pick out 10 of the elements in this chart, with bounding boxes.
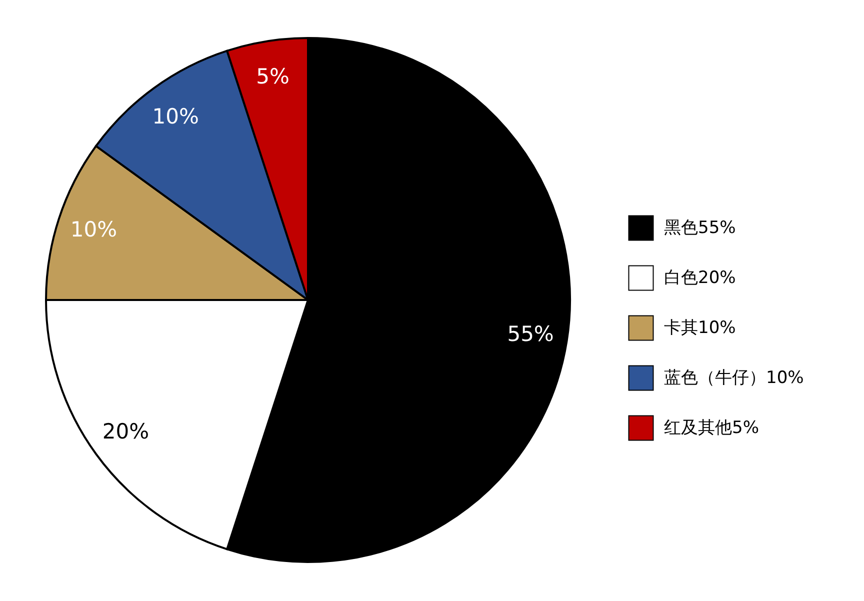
- data-label: 5%: [256, 64, 290, 88]
- legend-label: 白色20%: [664, 268, 736, 288]
- data-label: 10%: [70, 217, 118, 242]
- legend-label: 黑色55%: [664, 218, 736, 238]
- data-label: 20%: [102, 419, 150, 444]
- legend-label: 卡其10%: [664, 318, 736, 338]
- data-label: 55%: [507, 322, 554, 346]
- legend-label: 红及其他5%: [664, 418, 759, 438]
- data-label: 10%: [152, 104, 199, 129]
- legend-label: 蓝色（牛仔）10%: [664, 368, 804, 388]
